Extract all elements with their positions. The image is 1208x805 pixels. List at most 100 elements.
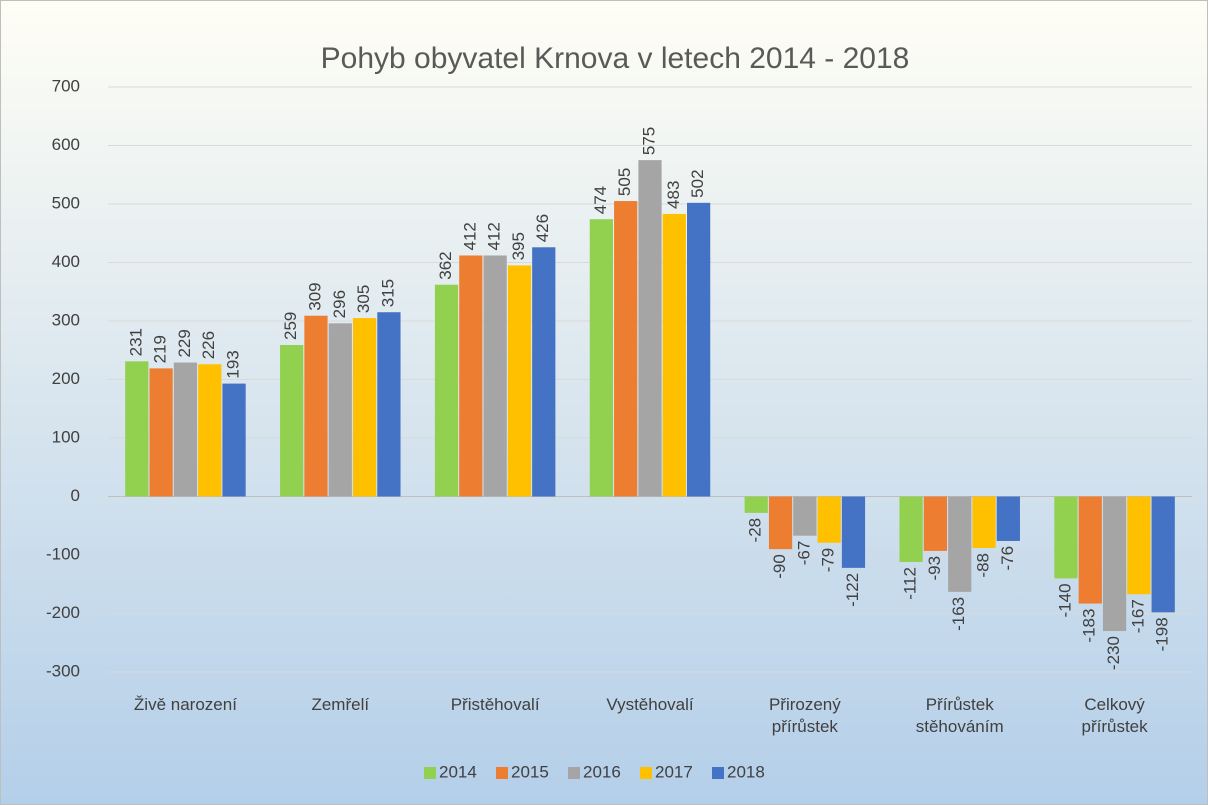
bar [768, 496, 793, 550]
bar [352, 318, 377, 497]
bar [614, 201, 638, 497]
data-label: -93 [925, 556, 944, 581]
data-label: 315 [378, 279, 397, 307]
bar [507, 265, 532, 497]
data-label: -88 [974, 553, 993, 578]
bar [817, 496, 841, 543]
x-tick-label: Přirozený přírůstek [768, 695, 841, 736]
bar [328, 323, 352, 497]
data-label: -183 [1080, 609, 1099, 643]
data-label: 474 [591, 186, 610, 214]
legend-swatch [496, 767, 508, 779]
data-label: -112 [901, 567, 920, 600]
data-label: -230 [1104, 636, 1123, 670]
y-tick-label: 500 [52, 193, 80, 212]
data-label: -28 [746, 518, 765, 543]
data-label: 226 [199, 331, 218, 359]
y-tick-label: 700 [52, 76, 80, 95]
data-label: 193 [224, 350, 243, 378]
bar [483, 255, 507, 497]
bar [280, 344, 304, 497]
legend-label: 2018 [727, 762, 765, 781]
bar [1078, 496, 1102, 604]
data-label: 412 [460, 222, 479, 250]
x-tick-label: Přírůstek stěhováním [915, 695, 1004, 736]
bar [377, 312, 401, 497]
bar [459, 255, 483, 497]
data-label: 395 [509, 232, 528, 260]
data-label: 219 [151, 335, 170, 363]
x-tick-label: Zemřelí [311, 695, 370, 714]
data-label: -67 [794, 541, 813, 566]
data-label: 231 [126, 328, 145, 356]
legend-swatch [712, 767, 724, 779]
data-label: 502 [688, 169, 707, 197]
legend-swatch [640, 767, 652, 779]
x-tick-label: Vystěhovalí [606, 695, 694, 714]
legend-swatch [424, 767, 436, 779]
bar [744, 496, 768, 513]
bar [972, 496, 996, 548]
data-label: 505 [615, 168, 634, 196]
x-tick-label: Živě narození [133, 695, 237, 714]
data-label: 412 [485, 222, 504, 250]
x-tick-label: Přistěhovalí [450, 695, 540, 714]
legend-label: 2014 [439, 762, 477, 781]
y-tick-label: -100 [46, 544, 80, 563]
data-label: 259 [281, 312, 300, 340]
legend-label: 2015 [511, 762, 549, 781]
bar [948, 496, 972, 592]
y-tick-label: -200 [46, 603, 80, 622]
data-label: 296 [330, 290, 349, 318]
y-tick-label: 0 [71, 486, 80, 505]
legend-swatch [568, 767, 580, 779]
bar [793, 496, 817, 536]
y-tick-label: 600 [52, 135, 80, 154]
data-label: 229 [175, 329, 194, 357]
data-label: -79 [819, 548, 838, 573]
data-label: -167 [1128, 599, 1147, 633]
bar [532, 247, 556, 497]
data-label: -76 [998, 546, 1017, 571]
data-label: 483 [664, 181, 683, 209]
bar [173, 362, 198, 497]
bar [198, 364, 222, 497]
data-label: 309 [305, 282, 324, 310]
bar [899, 496, 923, 563]
x-tick-label: Celkový přírůstek [1081, 695, 1148, 736]
chart-title: Pohyb obyvatel Krnova v letech 2014 - 20… [321, 42, 910, 75]
data-label: 575 [639, 127, 658, 155]
bar [662, 213, 686, 497]
y-tick-label: -300 [46, 661, 80, 680]
legend-label: 2016 [583, 762, 621, 781]
y-tick-label: 200 [52, 369, 80, 388]
bar [222, 383, 246, 497]
y-tick-label: 100 [52, 427, 80, 446]
bar [304, 315, 328, 497]
bar [1054, 496, 1078, 579]
data-label: -122 [843, 573, 862, 607]
bar [434, 284, 459, 497]
data-label: -163 [949, 597, 968, 631]
bar [149, 368, 173, 497]
y-tick-label: 400 [52, 252, 80, 271]
bar [638, 160, 662, 497]
bar [923, 496, 948, 551]
bar [1102, 496, 1127, 632]
y-tick-label: 300 [52, 310, 80, 329]
data-label: -198 [1153, 617, 1172, 651]
bar [589, 219, 613, 497]
data-label: -140 [1055, 583, 1074, 617]
data-label: -90 [770, 554, 789, 579]
bar [996, 496, 1020, 541]
bar [841, 496, 866, 568]
data-label: 426 [533, 214, 552, 242]
data-label: 362 [436, 251, 455, 279]
bar [1127, 496, 1151, 595]
bar [1151, 496, 1175, 613]
data-label: 305 [354, 285, 373, 313]
bar [687, 202, 711, 497]
legend-label: 2017 [655, 762, 693, 781]
